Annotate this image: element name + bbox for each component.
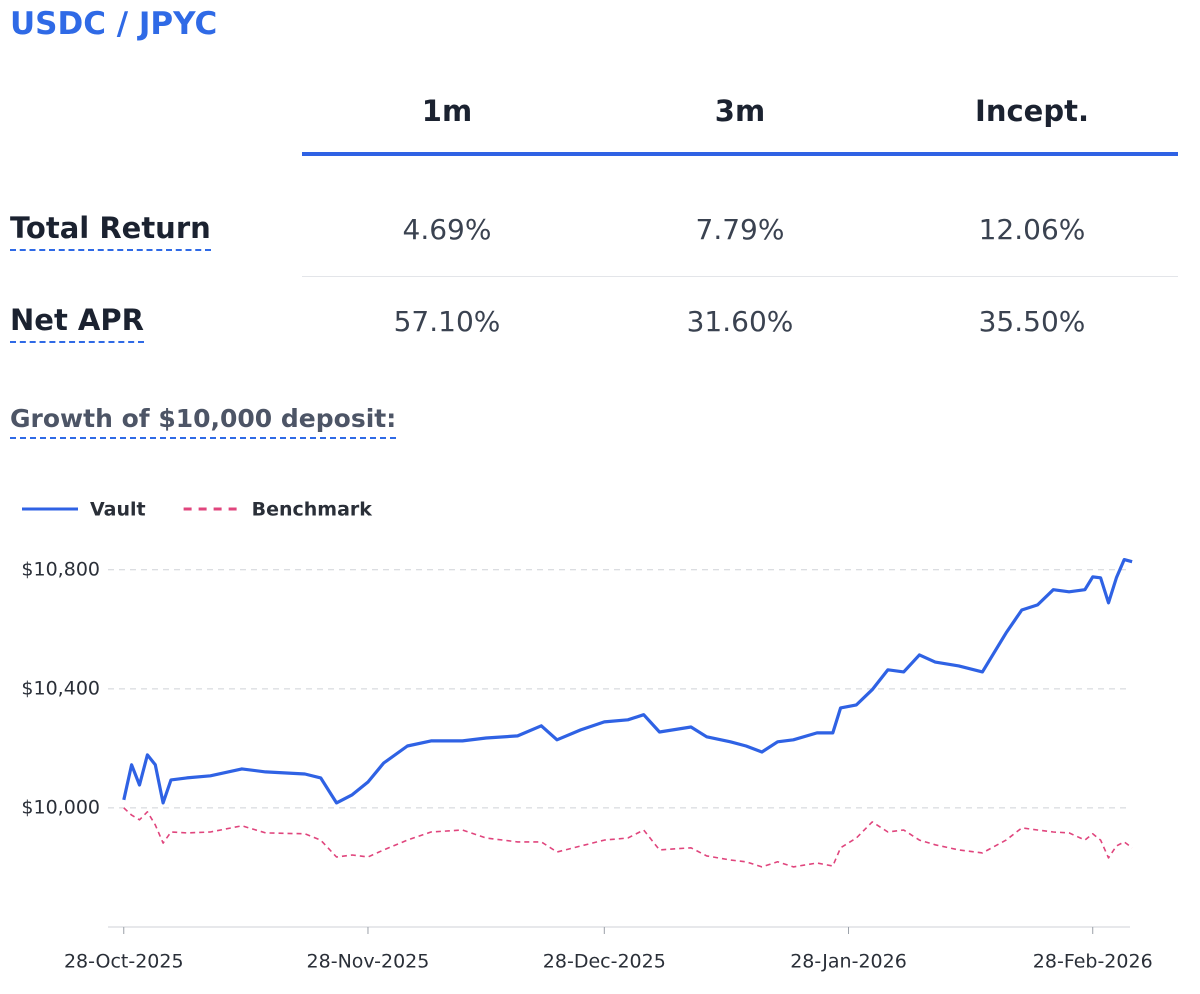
column-header: Incept. [975,94,1089,128]
series-line [123,807,1133,868]
cell: 7.79% [695,213,785,246]
series-line [122,558,1133,805]
row-label: Net APR [10,303,144,343]
y-tick-label: $10,000 [21,796,100,818]
cell: 57.10% [393,305,501,338]
row-divider [302,276,1178,277]
chart: $10,000 $10,400 $10,800 28-Oct-2025 28-Nov-2… [21,499,1153,973]
x-tick-label: 28-Nov-2025 [307,951,430,973]
x-tick-label: 28-Dec-2025 [543,951,666,973]
cell: 12.06% [978,213,1086,246]
x-tick-label: 28-Oct-2025 [64,951,184,973]
header-rule [302,152,1178,156]
cell: 4.69% [402,213,492,246]
cell: 35.50% [978,305,1086,338]
column-header: 1m [421,94,473,128]
legend-label: Benchmark [252,499,373,521]
legend-label: Vault [90,499,146,521]
cell: 31.60% [686,305,794,338]
chart-title: Growth of $10,000 deposit: [10,404,397,439]
row-label: Total Return [10,211,211,251]
y-tick-label: $10,800 [21,558,100,580]
y-tick-label: $10,400 [21,677,100,699]
column-header: 3m [714,94,766,128]
x-tick-label: 28-Jan-2026 [790,951,907,973]
x-tick-label: 28-Feb-2026 [1033,951,1153,973]
title: USDC / JPYC [10,6,218,42]
